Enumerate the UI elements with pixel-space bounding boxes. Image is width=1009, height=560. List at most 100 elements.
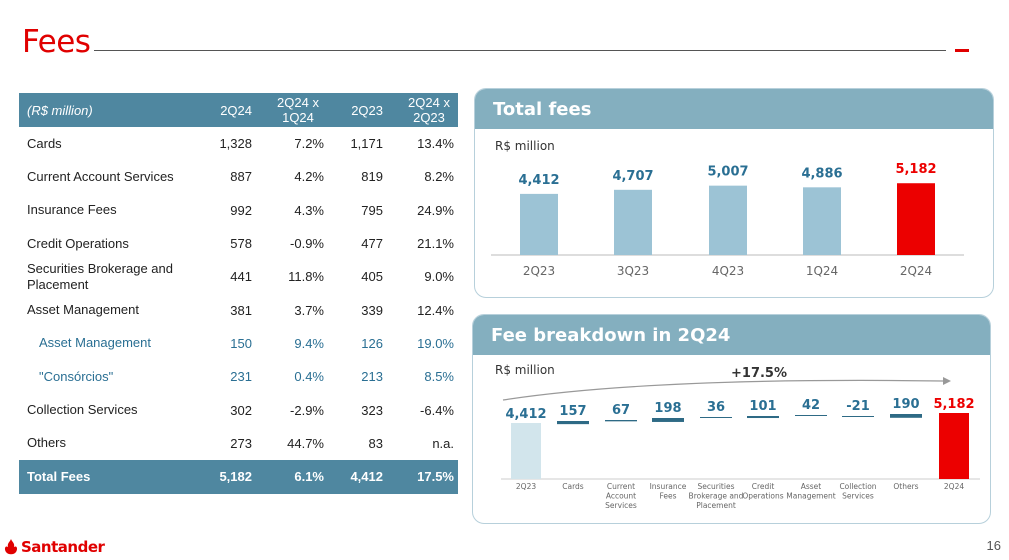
cell-2q23: 795 bbox=[361, 202, 383, 218]
delta-bar bbox=[652, 418, 684, 422]
cell-2q24-vs-2q23: 8.5% bbox=[424, 369, 454, 385]
cell-2q23: 819 bbox=[361, 169, 383, 185]
row-label: Current Account Services bbox=[27, 168, 174, 184]
cell-2q23: 323 bbox=[361, 402, 383, 418]
santander-logo: Santander bbox=[4, 538, 105, 556]
cell-2q24-vs-2q23: -6.4% bbox=[420, 402, 454, 418]
flame-icon bbox=[4, 539, 18, 555]
growth-annotation: +17.5% bbox=[731, 366, 787, 381]
cell-2q23: 83 bbox=[368, 435, 383, 451]
delta-bar bbox=[557, 421, 589, 425]
cell-2q24: 578 bbox=[230, 236, 252, 252]
bar-2q24 bbox=[939, 413, 969, 479]
delta-bar bbox=[795, 415, 827, 416]
cell-2q24: 381 bbox=[230, 302, 252, 318]
cell-2q24-vs-2q23: 24.9% bbox=[417, 202, 454, 218]
tick-label: 3Q23 bbox=[617, 264, 649, 278]
total-2q23: 4,412 bbox=[328, 459, 387, 494]
cell-2q23: 405 bbox=[361, 269, 383, 285]
tick-label: Cards bbox=[562, 482, 584, 491]
fees-table: (R$ million) 2Q24 2Q24 x 1Q24 2Q23 2Q24 … bbox=[19, 93, 458, 494]
row-label: "Consórcios" bbox=[39, 368, 114, 384]
bar-2q24 bbox=[897, 183, 935, 255]
row-label: Insurance Fees bbox=[27, 202, 117, 218]
table-row: Asset Management 150 9.4% 126 19.0% bbox=[19, 327, 458, 360]
bar-2q23 bbox=[511, 423, 541, 479]
table-row: Others 273 44.7% 83 n.a. bbox=[19, 427, 458, 460]
table-row: Asset Management 381 3.7% 339 12.4% bbox=[19, 293, 458, 326]
cell-2q24-vs-1q24: -2.9% bbox=[290, 402, 324, 418]
total-fees-chart: 4,412 2Q23 4,707 3Q23 5,007 4Q23 4,886 1Q24 5,18… bbox=[491, 162, 964, 278]
col-header-2q24-vs-2q23: 2Q24 x 2Q23 bbox=[387, 93, 458, 127]
data-label: 190 bbox=[892, 397, 919, 412]
data-label: 157 bbox=[559, 404, 586, 419]
cell-2q24-vs-2q23: 9.0% bbox=[424, 269, 454, 285]
cell-2q24-vs-1q24: 9.4% bbox=[294, 335, 324, 351]
title-divider bbox=[94, 50, 946, 51]
data-label: -21 bbox=[846, 399, 870, 414]
data-label: 67 bbox=[612, 403, 630, 418]
cell-2q24-vs-1q24: 11.8% bbox=[288, 269, 324, 285]
data-label: 36 bbox=[707, 400, 725, 415]
tick-label: Management bbox=[786, 492, 835, 501]
tick-label: 2Q24 bbox=[900, 264, 932, 278]
table-row: "Consórcios" 231 0.4% 213 8.5% bbox=[19, 360, 458, 393]
page-title: Fees bbox=[22, 24, 91, 60]
tick-label: Account bbox=[606, 492, 636, 501]
col-header-label: (R$ million) bbox=[19, 93, 189, 127]
data-label: 4,707 bbox=[612, 169, 653, 184]
table-header-row: (R$ million) 2Q24 2Q24 x 1Q24 2Q23 2Q24 … bbox=[19, 93, 458, 127]
page-number: 16 bbox=[986, 538, 1001, 553]
tick-label: Fees bbox=[659, 492, 676, 501]
tick-label: 2Q24 bbox=[944, 482, 964, 491]
cell-2q24: 887 bbox=[230, 169, 252, 185]
cell-2q24-vs-2q23: 13.4% bbox=[417, 136, 454, 152]
cell-2q23: 477 bbox=[361, 236, 383, 252]
total-fees-unit: R$ million bbox=[495, 139, 555, 153]
table-row: Insurance Fees 992 4.3% 795 24.9% bbox=[19, 194, 458, 227]
row-label: Asset Management bbox=[39, 335, 152, 351]
tick-label: Services bbox=[605, 501, 637, 510]
cell-2q24-vs-1q24: 0.4% bbox=[294, 369, 324, 385]
tick-label: 2Q23 bbox=[523, 264, 555, 278]
cell-2q24-vs-2q23: 19.0% bbox=[417, 335, 454, 351]
data-label: 42 bbox=[802, 398, 820, 413]
table-row: Collection Services 302 -2.9% 323 -6.4% bbox=[19, 393, 458, 426]
title-accent bbox=[955, 49, 969, 52]
brand-name: Santander bbox=[21, 538, 105, 556]
delta-bar bbox=[842, 416, 874, 417]
tick-label: Others bbox=[893, 482, 918, 491]
table-row: Securities Brokerage and Placement 441 11.… bbox=[19, 260, 458, 293]
delta-bar bbox=[890, 414, 922, 418]
fee-breakdown-unit: R$ million bbox=[495, 363, 555, 377]
data-label: 5,182 bbox=[895, 162, 936, 177]
row-label: Securities Brokerage and Placement bbox=[27, 260, 173, 292]
fee-breakdown-panel: Fee breakdown in 2Q24 R$ million +17.5% 4… bbox=[472, 314, 991, 524]
tick-label: 2Q23 bbox=[516, 482, 536, 491]
data-label: 198 bbox=[654, 401, 681, 416]
cell-2q24: 992 bbox=[230, 202, 252, 218]
data-label: 4,412 bbox=[518, 173, 559, 188]
data-label: 4,886 bbox=[801, 166, 842, 181]
table-row: Cards 1,328 7.2% 1,171 13.4% bbox=[19, 127, 458, 160]
total-fees-panel-title: Total fees bbox=[475, 89, 993, 129]
tick-label: Insurance bbox=[650, 482, 687, 491]
tick-label: Placement bbox=[696, 501, 736, 510]
data-label: 5,182 bbox=[933, 397, 974, 412]
cell-2q24-vs-2q23: 12.4% bbox=[417, 302, 454, 318]
delta-bar bbox=[700, 417, 732, 418]
tick-label: 4Q23 bbox=[712, 264, 744, 278]
cell-2q24: 1,328 bbox=[219, 136, 252, 152]
data-label: 101 bbox=[749, 399, 776, 414]
delta-bar bbox=[605, 420, 637, 422]
bar-2q23 bbox=[520, 193, 558, 255]
row-label: Asset Management bbox=[27, 302, 140, 318]
total-2q24-vs-1q24: 6.1% bbox=[256, 459, 328, 494]
cell-2q24-vs-2q23: 21.1% bbox=[417, 236, 454, 252]
col-header-2q23: 2Q23 bbox=[328, 93, 387, 127]
cell-2q24-vs-1q24: 44.7% bbox=[287, 435, 324, 451]
growth-arrow bbox=[502, 379, 944, 401]
cell-2q24-vs-1q24: 3.7% bbox=[294, 302, 324, 318]
delta-bar bbox=[747, 416, 779, 419]
cell-2q24-vs-2q23: n.a. bbox=[432, 435, 454, 451]
